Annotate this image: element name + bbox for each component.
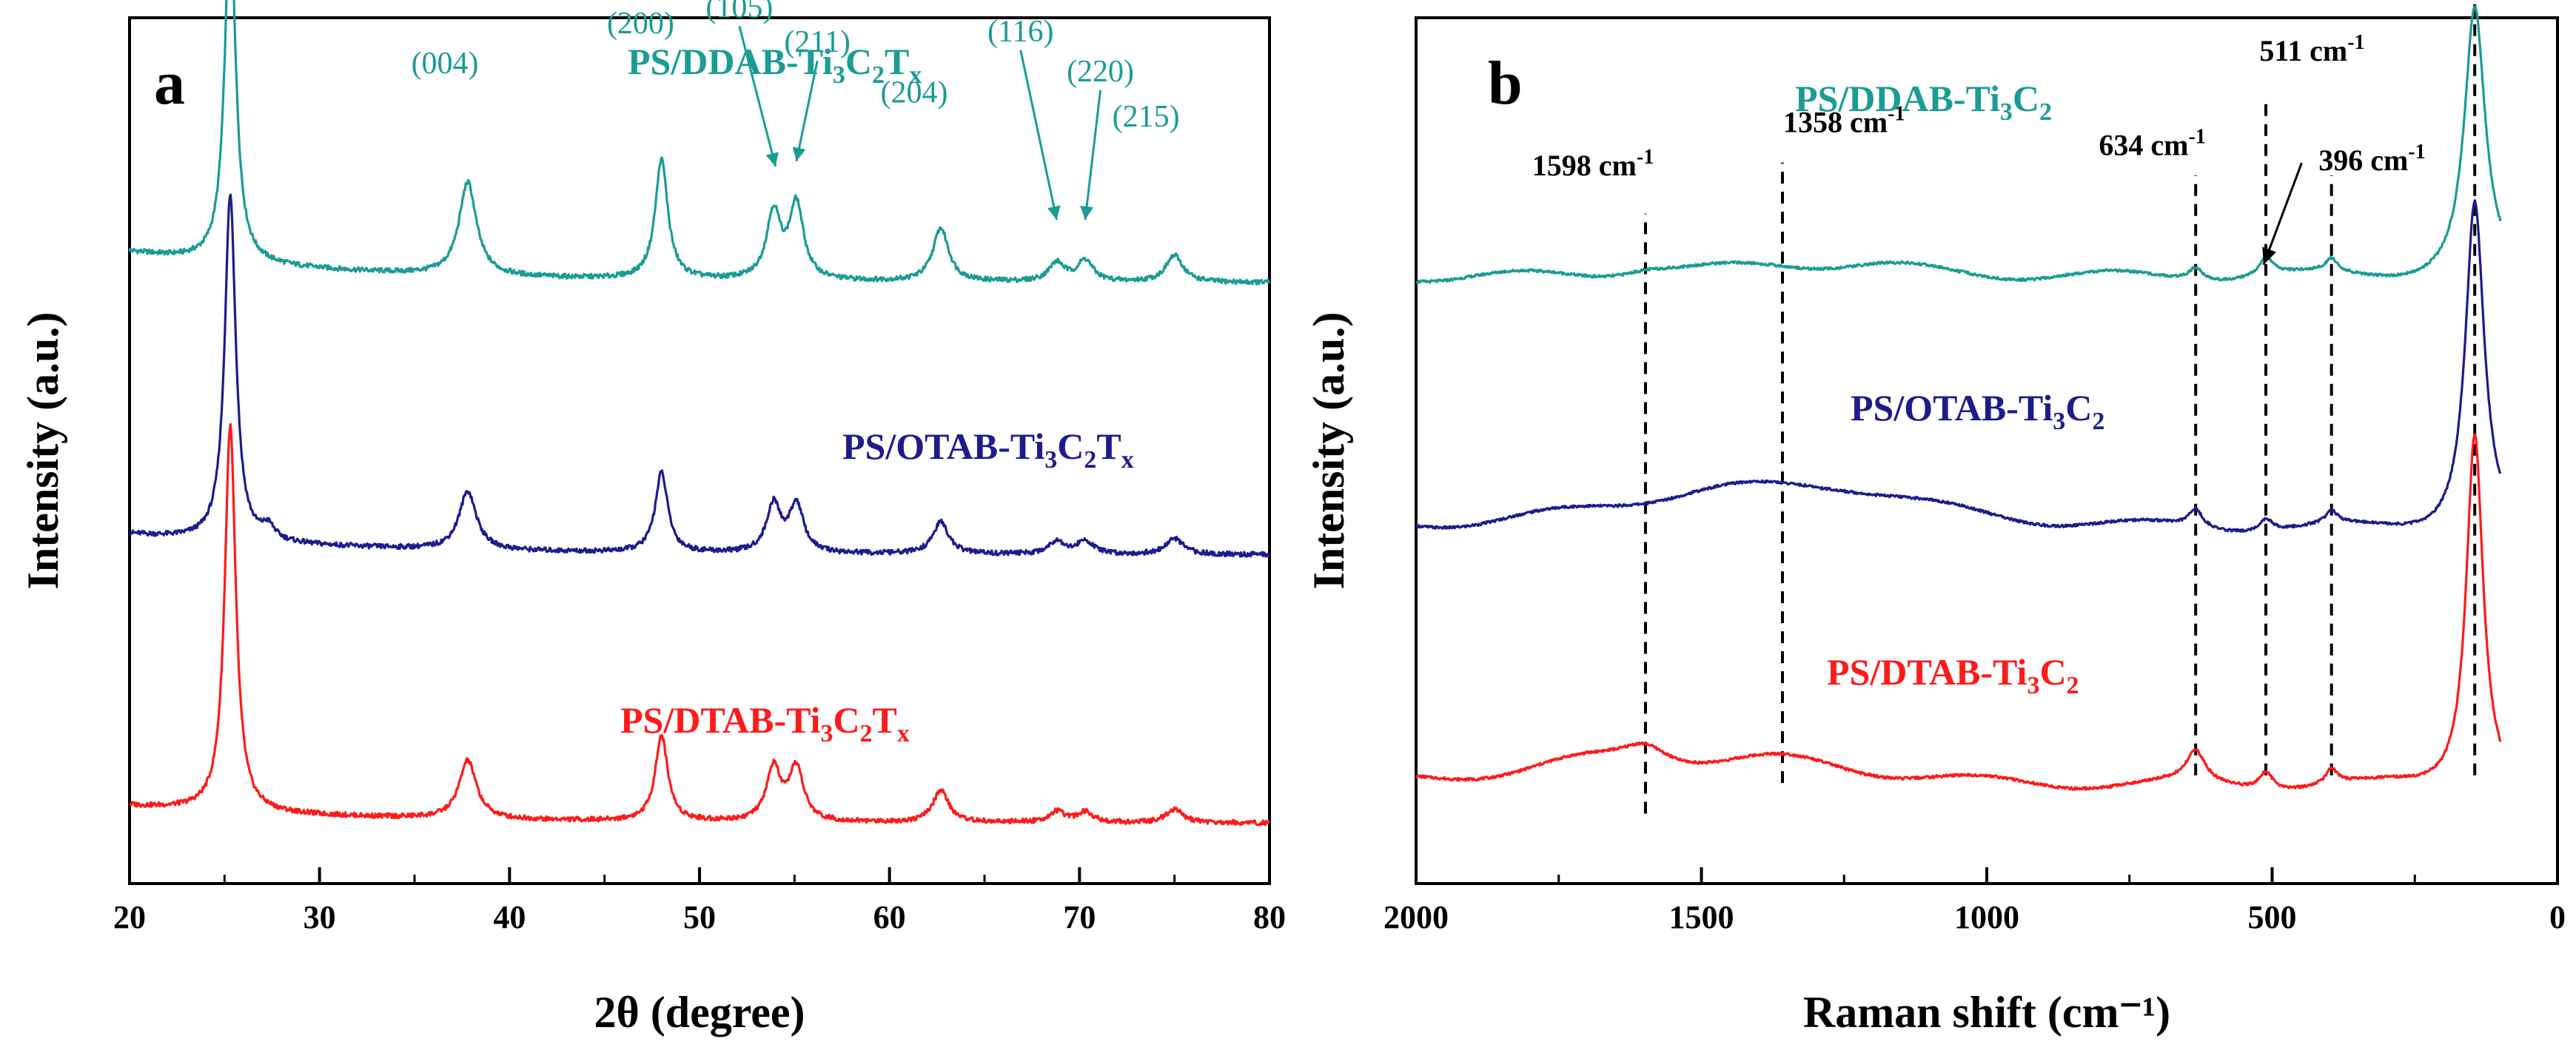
raman-arrow-head [2262, 246, 2277, 265]
series-label-ps-ddab-ti3c2tx: PS/DDAB-Ti3C2Tx [628, 41, 922, 89]
series-label-ps-otab-ti3c2: PS/OTAB-Ti3C2 [1851, 387, 2104, 435]
x-tick-label-2000: 2000 [1383, 899, 1449, 935]
panel-a-curves [128, 0, 1271, 827]
raman-peak-label-634: 634 cm-1 [2099, 125, 2205, 161]
peak-arrow-head [765, 152, 779, 166]
panel-b-series-labels: PS/DDAB-Ti3C2 PS/OTAB-Ti3C2 PS/DTAB-Ti3C2 [1795, 78, 2104, 699]
peak-label-220: (220) [1067, 55, 1134, 89]
series-line-ps-dtab-ti3c2 [1415, 433, 2502, 791]
peak-arrow-line [1019, 50, 1059, 221]
panel-a-x-axis: 20 30 40 50 60 70 80 [113, 867, 1286, 935]
panel-b-letter: b [1488, 49, 1523, 118]
panel-b-dashed-guides [1643, 0, 2477, 814]
raman-peak-label-1598: 1598 cm-1 [1532, 146, 1654, 182]
x-tick-label-1000: 1000 [1954, 899, 2019, 935]
panel-b-y-axis-label: Intensity (a.u.) [1304, 312, 1353, 589]
x-tick-label-500: 500 [2248, 899, 2297, 935]
series-line-ps-ddab-ti3c2 [1415, 5, 2502, 284]
peak-label-204: (204) [881, 76, 948, 110]
peak-label-215: (215) [1113, 100, 1180, 134]
panel-b-x-axis-label: Raman shift (cm⁻¹) [1803, 988, 2170, 1037]
peak-label-004: (004) [412, 47, 479, 81]
peak-arrow-line [738, 26, 777, 167]
series-line-ps-otab-ti3c2 [1415, 199, 2502, 534]
raman-peak-label-1358: 1358 cm-1 [1783, 102, 1905, 138]
x-tick-label-20: 20 [113, 899, 146, 935]
series-label-ps-dtab-ti3c2tx: PS/DTAB-Ti3C2Tx [620, 699, 910, 747]
series-label-ps-dtab-ti3c2: PS/DTAB-Ti3C2 [1827, 651, 2079, 699]
series-label-ps-ddab-ti3c2: PS/DDAB-Ti3C2 [1795, 78, 2052, 126]
peak-label-200: (200) [607, 7, 674, 41]
panel-a-xrd: (101)(004)(200)(105)(211)(204)(116)(220)… [19, 0, 1286, 1037]
x-tick-label-70: 70 [1063, 899, 1096, 935]
peak-arrow-line [1084, 90, 1102, 221]
peak-label-116: (116) [987, 15, 1053, 49]
series-line-ps-dtab-ti3c2tx [128, 423, 1271, 827]
raman-arrow-line [2262, 162, 2303, 266]
x-tick-label-80: 80 [1253, 899, 1286, 935]
x-tick-label-30: 30 [303, 899, 336, 935]
peak-label-211: (211) [784, 25, 850, 59]
peak-arrow-head [1080, 206, 1094, 220]
series-line-ps-otab-ti3c2tx [129, 193, 1271, 558]
series-line-ps-ddab-ti3c2tx [128, 0, 1271, 286]
x-tick-label-50: 50 [683, 899, 716, 935]
raman-peak-label-396: 396 cm-1 [2318, 141, 2425, 177]
peak-arrow-head [792, 147, 806, 161]
panel-a-annotations: (101)(004)(200)(105)(211)(204)(116)(220)… [412, 0, 1180, 221]
x-tick-label-60: 60 [873, 899, 906, 935]
series-label-ps-otab-ti3c2tx: PS/OTAB-Ti3C2Tx [842, 425, 1134, 474]
peak-label-105: (105) [705, 0, 773, 24]
panel-a-x-axis-label: 2θ (degree) [594, 988, 805, 1037]
peak-arrow-line [795, 60, 819, 162]
panel-a-series-labels: PS/DDAB-Ti3C2Tx PS/OTAB-Ti3C2Tx PS/DTAB-Ti… [620, 41, 1134, 747]
x-tick-label-1500: 1500 [1669, 899, 1734, 935]
panel-a-letter: a [154, 49, 185, 118]
x-tick-label-40: 40 [493, 899, 526, 935]
peak-arrow-head [1047, 205, 1061, 220]
panel-b-x-axis: 2000 1500 1000 500 0 [1383, 867, 2566, 935]
panel-a-y-axis-label: Intensity (a.u.) [19, 312, 67, 589]
raman-peak-label-511: 511 cm-1 [2259, 31, 2364, 67]
panel-b-curves [1415, 5, 2502, 791]
x-tick-label-0: 0 [2549, 899, 2566, 935]
